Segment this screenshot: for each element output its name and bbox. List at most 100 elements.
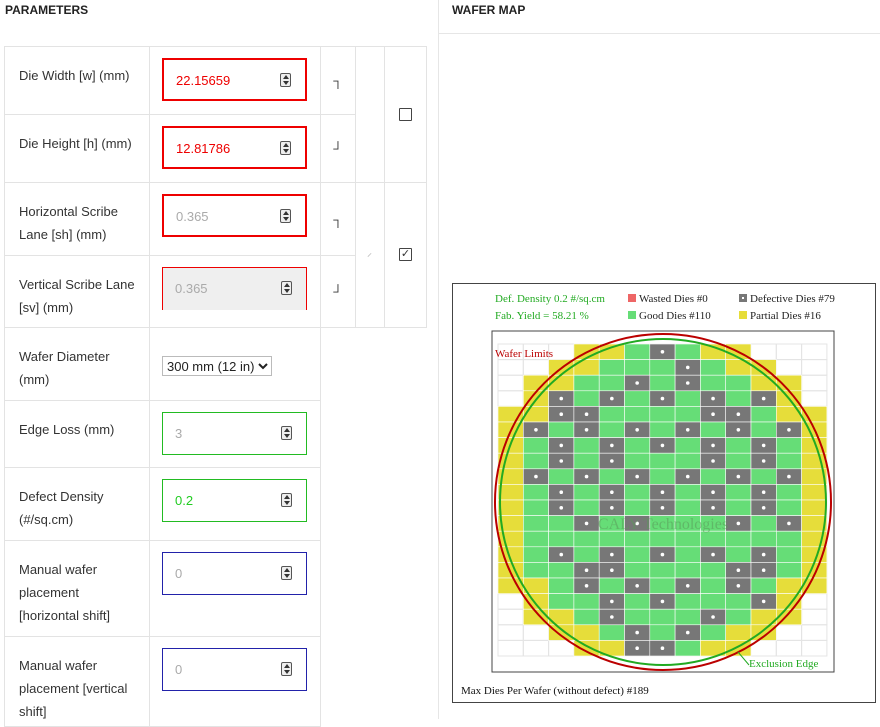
defect-dot xyxy=(635,584,639,588)
die-height-input[interactable]: 12.81786 xyxy=(162,126,307,169)
defect-dot xyxy=(610,615,614,619)
grid-cell xyxy=(522,624,550,641)
good-die xyxy=(649,562,676,579)
partial-legend-swatch xyxy=(739,311,747,319)
wafer-diameter-select[interactable]: 300 mm (12 in) xyxy=(162,356,272,376)
die-width-input[interactable]: 22.15659 xyxy=(162,58,307,101)
map-frame xyxy=(491,330,835,673)
max-dies-text: Max Dies Per Wafer (without defect) #189 xyxy=(461,685,649,697)
good-die xyxy=(573,530,600,548)
manual-h-input[interactable]: 0 xyxy=(162,552,307,595)
grid-cell xyxy=(775,359,803,376)
good-die xyxy=(674,608,701,626)
defect-dot xyxy=(584,568,589,572)
grid-cell xyxy=(522,639,550,657)
good-die xyxy=(700,468,726,485)
wafer-map-panel: Def. Density 0.2 #/sq.cm Fab. Yield = 58… xyxy=(452,283,876,703)
defect-dot xyxy=(610,568,614,572)
grid-cell xyxy=(775,639,803,657)
good-die xyxy=(750,530,777,548)
grid-cell xyxy=(522,359,550,376)
good-die xyxy=(750,406,777,423)
good-die xyxy=(775,437,802,454)
manual-v-input[interactable]: 0 xyxy=(162,648,307,691)
good-die xyxy=(523,452,549,470)
good-die xyxy=(523,546,549,563)
good-die xyxy=(725,390,752,407)
die-width-label: Die Width [w] (mm) xyxy=(4,46,150,115)
good-die xyxy=(649,452,676,470)
defect-dot xyxy=(610,490,614,494)
good-die xyxy=(548,421,575,438)
good-die xyxy=(649,577,676,594)
wafer-map: Def. Density 0.2 #/sq.cm Fab. Yield = 58… xyxy=(461,293,835,697)
spinner-icon[interactable] xyxy=(280,141,291,155)
good-die xyxy=(598,406,625,423)
good-die xyxy=(649,608,676,626)
defect-dot xyxy=(711,615,715,619)
good-die xyxy=(750,515,777,532)
good-die xyxy=(548,515,575,532)
good-die xyxy=(674,499,701,516)
good-die xyxy=(649,421,676,438)
spinner-icon[interactable] xyxy=(280,209,291,223)
good-die xyxy=(624,499,651,516)
good-die xyxy=(725,608,752,626)
defect-dot xyxy=(559,552,564,557)
defect-dot xyxy=(660,443,665,448)
defect-dot xyxy=(559,412,564,416)
defective-dies-text: Defective Dies #79 xyxy=(750,293,835,305)
grid-cell xyxy=(801,639,828,657)
spinner-icon[interactable] xyxy=(281,426,292,440)
good-die xyxy=(775,499,802,516)
good-die xyxy=(775,562,802,579)
defect-density-input[interactable]: 0.2 xyxy=(162,479,307,522)
good-die xyxy=(573,499,600,516)
spinner-icon[interactable] xyxy=(281,566,292,580)
partial-die xyxy=(523,406,549,423)
defect-dot xyxy=(736,412,741,416)
partial-die xyxy=(497,499,524,516)
good-die xyxy=(573,546,600,563)
h-scribe-input[interactable]: 0.365 xyxy=(162,194,307,237)
def-density-text: Def. Density 0.2 #/sq.cm xyxy=(495,293,605,305)
grid-cell xyxy=(497,608,524,626)
good-die xyxy=(573,437,600,454)
defect-dot xyxy=(559,506,564,510)
v-scribe-label: Vertical Scribe Lane [sv] (mm) xyxy=(4,255,150,328)
defect-dot xyxy=(736,474,741,479)
good-die xyxy=(674,484,701,501)
defect-dot xyxy=(736,428,741,432)
lock-scribe-checkbox[interactable]: ✓ xyxy=(399,248,412,261)
defect-dot xyxy=(660,490,665,494)
good-die xyxy=(775,484,802,501)
good-die xyxy=(598,577,625,594)
defect-dot xyxy=(685,365,690,370)
lock-dimensions-checkbox[interactable] xyxy=(399,108,412,121)
edge-loss-input[interactable]: 3 xyxy=(162,412,307,455)
good-die xyxy=(548,593,575,610)
defect-dot xyxy=(534,474,538,479)
grid-cell xyxy=(775,624,803,641)
good-die xyxy=(649,374,676,392)
grid-cell xyxy=(801,624,828,641)
defect-dot xyxy=(711,396,715,401)
good-die xyxy=(649,359,676,376)
spinner-icon[interactable] xyxy=(281,493,292,507)
partial-die xyxy=(801,452,828,470)
grid-cell xyxy=(801,343,828,361)
defect-dot xyxy=(711,506,715,510)
wafer-limits-label: Wafer Limits xyxy=(495,348,553,360)
good-die xyxy=(674,406,701,423)
grid-cell xyxy=(497,593,524,610)
good-die xyxy=(523,530,549,548)
partial-die xyxy=(573,640,600,657)
spinner-icon[interactable] xyxy=(281,662,292,676)
good-dies-text: Good Dies #110 xyxy=(639,310,711,322)
defect-dot xyxy=(787,428,791,432)
defect-dot xyxy=(685,584,690,588)
spinner-icon[interactable] xyxy=(280,73,291,87)
defect-dot xyxy=(635,381,639,385)
partial-die xyxy=(775,577,802,594)
good-die xyxy=(573,608,600,626)
